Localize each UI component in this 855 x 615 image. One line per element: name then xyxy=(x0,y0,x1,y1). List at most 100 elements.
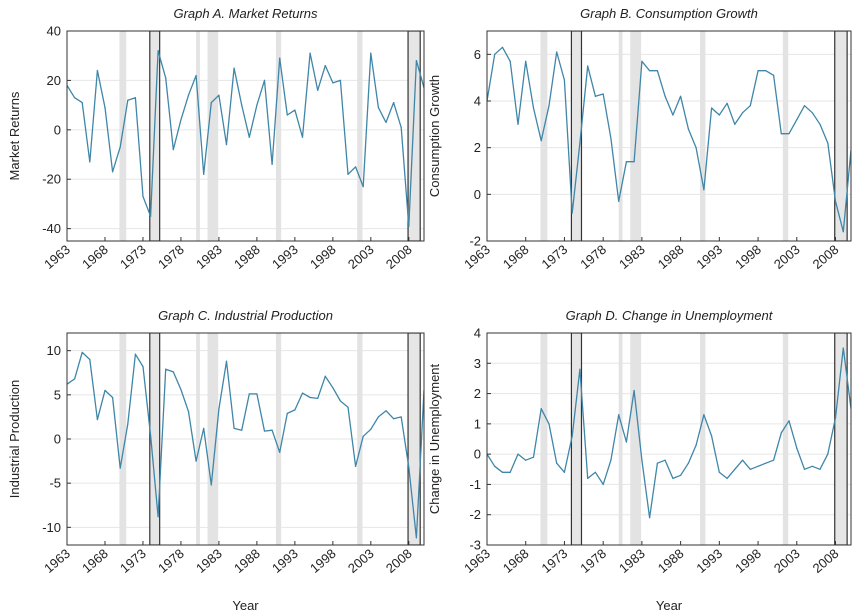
y-tick-label: 2 xyxy=(474,140,481,155)
data-point xyxy=(703,189,705,191)
data-point xyxy=(618,200,620,202)
data-point xyxy=(741,112,744,114)
data-point xyxy=(548,105,550,107)
x-tick-label: 1978 xyxy=(577,546,609,576)
data-point xyxy=(301,392,304,394)
y-tick-label: 0 xyxy=(54,122,61,137)
data-point xyxy=(765,70,767,72)
data-point xyxy=(517,123,519,125)
y-tick-label: 4 xyxy=(474,326,481,341)
recession-band xyxy=(207,333,219,545)
x-tick-label: 1988 xyxy=(655,242,687,272)
data-point xyxy=(339,400,342,402)
data-point xyxy=(811,112,813,114)
data-point xyxy=(556,462,558,464)
x-tick-label: 1983 xyxy=(193,242,225,272)
data-point xyxy=(332,82,334,84)
y-axis-label: Industrial Production xyxy=(7,380,22,499)
series-line xyxy=(487,46,851,233)
data-point xyxy=(687,462,689,464)
data-point xyxy=(317,89,319,91)
data-point xyxy=(625,161,628,163)
data-point xyxy=(210,484,212,486)
data-point xyxy=(827,453,829,455)
data-point xyxy=(788,420,790,422)
y-tick-label: 10 xyxy=(47,343,61,358)
data-point xyxy=(548,423,550,425)
data-point xyxy=(180,388,182,391)
recession-band xyxy=(630,333,642,545)
data-point xyxy=(796,447,798,449)
data-point xyxy=(324,375,326,377)
data-point xyxy=(718,114,720,116)
data-point xyxy=(680,95,682,97)
y-tick-label: 20 xyxy=(47,73,61,88)
axes-frame xyxy=(486,332,852,546)
recession-band xyxy=(782,333,789,545)
x-tick-label: 1993 xyxy=(269,546,301,576)
data-point xyxy=(509,60,511,62)
data-point xyxy=(172,371,174,373)
data-point xyxy=(587,65,589,67)
x-tick-label: 1973 xyxy=(539,546,571,576)
recession-band xyxy=(540,333,548,545)
data-point xyxy=(294,109,296,111)
y-tick-label: 2 xyxy=(474,386,481,401)
data-point xyxy=(680,474,682,476)
x-tick-label: 1973 xyxy=(117,242,149,272)
data-point xyxy=(96,69,98,72)
y-tick-label: 6 xyxy=(474,47,481,62)
x-tick-label: 1998 xyxy=(732,546,764,576)
data-point xyxy=(734,123,736,125)
data-point xyxy=(279,451,281,453)
highlight-band xyxy=(570,333,583,545)
data-point xyxy=(89,161,91,163)
recession-band xyxy=(119,31,127,241)
data-point xyxy=(248,136,250,138)
chart-title: Graph C. Industrial Production xyxy=(158,308,333,323)
recession-band xyxy=(196,333,200,545)
y-tick-label: -3 xyxy=(469,538,481,553)
x-tick-label: 1968 xyxy=(500,242,532,272)
x-tick-label: 1978 xyxy=(155,546,187,576)
data-point xyxy=(271,429,273,431)
x-axis-label: Year xyxy=(656,598,683,613)
data-point xyxy=(332,387,334,389)
data-point xyxy=(355,465,357,467)
data-point xyxy=(393,102,395,104)
y-tick-label: 0 xyxy=(474,187,481,202)
data-point xyxy=(119,146,121,148)
data-point xyxy=(796,119,798,121)
x-tick-label: 1998 xyxy=(732,242,764,272)
data-point xyxy=(111,396,114,399)
data-point xyxy=(370,428,372,430)
data-point xyxy=(142,365,144,368)
data-point xyxy=(347,173,349,175)
data-point xyxy=(355,166,357,168)
data-point xyxy=(803,105,806,107)
x-tick-label: 1998 xyxy=(307,242,339,272)
data-point xyxy=(834,417,837,419)
series-line xyxy=(67,351,424,539)
x-tick-label: 1973 xyxy=(539,242,571,272)
data-point xyxy=(610,459,612,461)
data-point xyxy=(203,427,205,429)
highlight-band xyxy=(570,31,583,241)
data-point xyxy=(256,104,258,106)
data-point xyxy=(842,347,844,349)
data-point xyxy=(89,358,91,361)
data-point xyxy=(111,171,114,173)
data-point xyxy=(587,477,589,479)
data-point xyxy=(811,465,813,467)
data-point xyxy=(827,142,829,144)
data-point xyxy=(377,106,380,109)
data-point xyxy=(187,94,190,96)
recession-band xyxy=(119,333,127,545)
data-point xyxy=(415,60,418,62)
data-point xyxy=(765,462,767,464)
recession-band xyxy=(207,31,219,241)
data-point xyxy=(532,456,535,458)
data-point xyxy=(362,435,364,437)
recession-band xyxy=(618,333,623,545)
